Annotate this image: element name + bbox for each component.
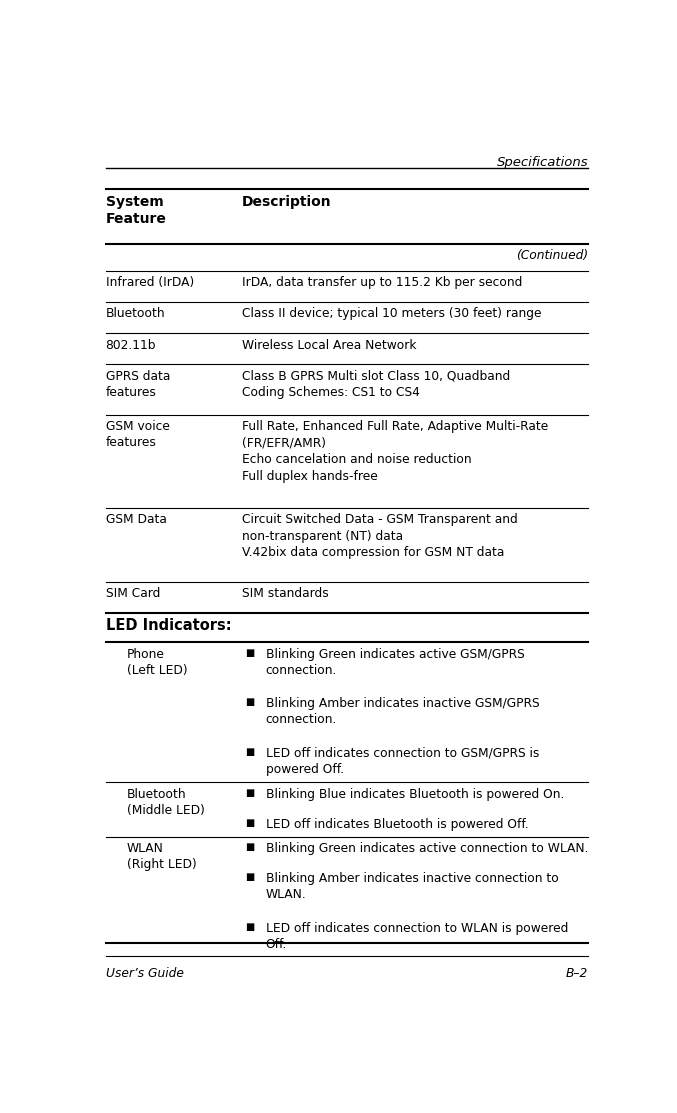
Text: LED off indicates connection to WLAN is powered
Off.: LED off indicates connection to WLAN is …	[265, 922, 568, 951]
Text: Bluetooth: Bluetooth	[106, 307, 165, 321]
Text: Blinking Green indicates active GSM/GPRS
connection.: Blinking Green indicates active GSM/GPRS…	[265, 648, 525, 677]
Text: GSM Data: GSM Data	[106, 513, 167, 526]
Text: LED off indicates Bluetooth is powered Off.: LED off indicates Bluetooth is powered O…	[265, 818, 528, 830]
Text: 802.11b: 802.11b	[106, 338, 156, 352]
Text: ■: ■	[244, 873, 254, 883]
Text: Wireless Local Area Network: Wireless Local Area Network	[242, 338, 416, 352]
Text: ■: ■	[244, 747, 254, 757]
Text: ■: ■	[244, 841, 254, 851]
Text: Blinking Amber indicates inactive GSM/GPRS
connection.: Blinking Amber indicates inactive GSM/GP…	[265, 697, 540, 726]
Text: Blinking Blue indicates Bluetooth is powered On.: Blinking Blue indicates Bluetooth is pow…	[265, 788, 564, 800]
Text: System
Feature: System Feature	[106, 195, 167, 226]
Text: Bluetooth
(Middle LED): Bluetooth (Middle LED)	[127, 788, 204, 817]
Text: Phone
(Left LED): Phone (Left LED)	[127, 648, 188, 677]
Text: GSM voice
features: GSM voice features	[106, 421, 169, 450]
Text: LED off indicates connection to GSM/GPRS is
powered Off.: LED off indicates connection to GSM/GPRS…	[265, 747, 539, 776]
Text: Circuit Switched Data - GSM Transparent and
non-transparent (NT) data
V.42bix da: Circuit Switched Data - GSM Transparent …	[242, 513, 518, 560]
Text: Class B GPRS Multi slot Class 10, Quadband
Coding Schemes: CS1 to CS4: Class B GPRS Multi slot Class 10, Quadba…	[242, 370, 510, 400]
Text: IrDA, data transfer up to 115.2 Kb per second: IrDA, data transfer up to 115.2 Kb per s…	[242, 276, 523, 289]
Text: Blinking Green indicates active connection to WLAN.: Blinking Green indicates active connecti…	[265, 841, 588, 855]
Text: LED Indicators:: LED Indicators:	[106, 619, 232, 633]
Text: User’s Guide: User’s Guide	[106, 966, 183, 979]
Text: (Continued): (Continued)	[516, 249, 588, 263]
Text: ■: ■	[244, 922, 254, 932]
Text: Description: Description	[242, 195, 332, 209]
Text: Blinking Amber indicates inactive connection to
WLAN.: Blinking Amber indicates inactive connec…	[265, 873, 559, 902]
Text: SIM Card: SIM Card	[106, 588, 160, 600]
Text: ■: ■	[244, 818, 254, 828]
Text: Class II device; typical 10 meters (30 feet) range: Class II device; typical 10 meters (30 f…	[242, 307, 542, 321]
Text: ■: ■	[244, 648, 254, 658]
Text: Infrared (IrDA): Infrared (IrDA)	[106, 276, 194, 289]
Text: B–2: B–2	[566, 966, 588, 979]
Text: WLAN
(Right LED): WLAN (Right LED)	[127, 841, 196, 871]
Text: SIM standards: SIM standards	[242, 588, 329, 600]
Text: Specifications: Specifications	[497, 156, 588, 169]
Text: GPRS data
features: GPRS data features	[106, 370, 170, 398]
Text: ■: ■	[244, 697, 254, 707]
Text: Full Rate, Enhanced Full Rate, Adaptive Multi-Rate
(FR/EFR/AMR)
Echo cancelation: Full Rate, Enhanced Full Rate, Adaptive …	[242, 421, 548, 483]
Text: ■: ■	[244, 788, 254, 798]
